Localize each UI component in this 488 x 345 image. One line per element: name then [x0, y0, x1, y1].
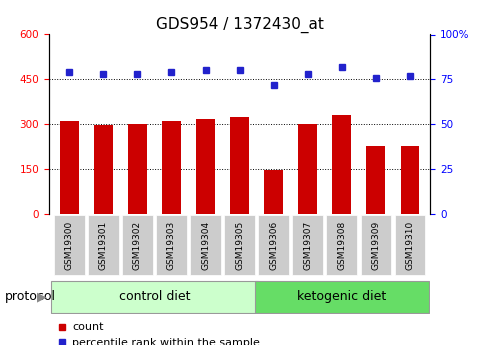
- Text: GSM19302: GSM19302: [133, 220, 142, 269]
- Bar: [94, 125, 113, 214]
- Bar: [400, 146, 418, 214]
- Text: GSM19304: GSM19304: [201, 220, 210, 269]
- Text: GSM19306: GSM19306: [268, 220, 278, 269]
- Bar: [128, 124, 146, 214]
- Text: GSM19301: GSM19301: [99, 220, 108, 269]
- Bar: [60, 121, 79, 214]
- FancyBboxPatch shape: [258, 215, 288, 275]
- Text: control diet: control diet: [119, 290, 190, 303]
- Text: protocol: protocol: [5, 290, 56, 303]
- FancyBboxPatch shape: [292, 215, 323, 275]
- Text: GSM19307: GSM19307: [303, 220, 311, 269]
- Text: GSM19303: GSM19303: [167, 220, 176, 269]
- Text: ▶: ▶: [37, 290, 46, 303]
- FancyBboxPatch shape: [394, 215, 425, 275]
- Legend: count, percentile rank within the sample: count, percentile rank within the sample: [53, 318, 264, 345]
- Bar: [230, 117, 248, 214]
- Text: GSM19309: GSM19309: [370, 220, 380, 269]
- Text: GSM19305: GSM19305: [235, 220, 244, 269]
- FancyBboxPatch shape: [156, 215, 186, 275]
- FancyBboxPatch shape: [360, 215, 390, 275]
- Text: GSM19310: GSM19310: [405, 220, 413, 269]
- FancyBboxPatch shape: [50, 281, 258, 313]
- FancyBboxPatch shape: [224, 215, 254, 275]
- Bar: [366, 146, 385, 214]
- Title: GDS954 / 1372430_at: GDS954 / 1372430_at: [155, 17, 323, 33]
- Bar: [196, 119, 215, 214]
- Text: ketogenic diet: ketogenic diet: [297, 290, 386, 303]
- FancyBboxPatch shape: [122, 215, 152, 275]
- Bar: [264, 170, 283, 214]
- Text: GSM19300: GSM19300: [65, 220, 74, 269]
- Text: GSM19308: GSM19308: [337, 220, 346, 269]
- FancyBboxPatch shape: [326, 215, 356, 275]
- FancyBboxPatch shape: [54, 215, 84, 275]
- FancyBboxPatch shape: [88, 215, 119, 275]
- Bar: [298, 124, 316, 214]
- Bar: [162, 121, 181, 214]
- FancyBboxPatch shape: [190, 215, 221, 275]
- FancyBboxPatch shape: [254, 281, 428, 313]
- Bar: [332, 115, 350, 214]
